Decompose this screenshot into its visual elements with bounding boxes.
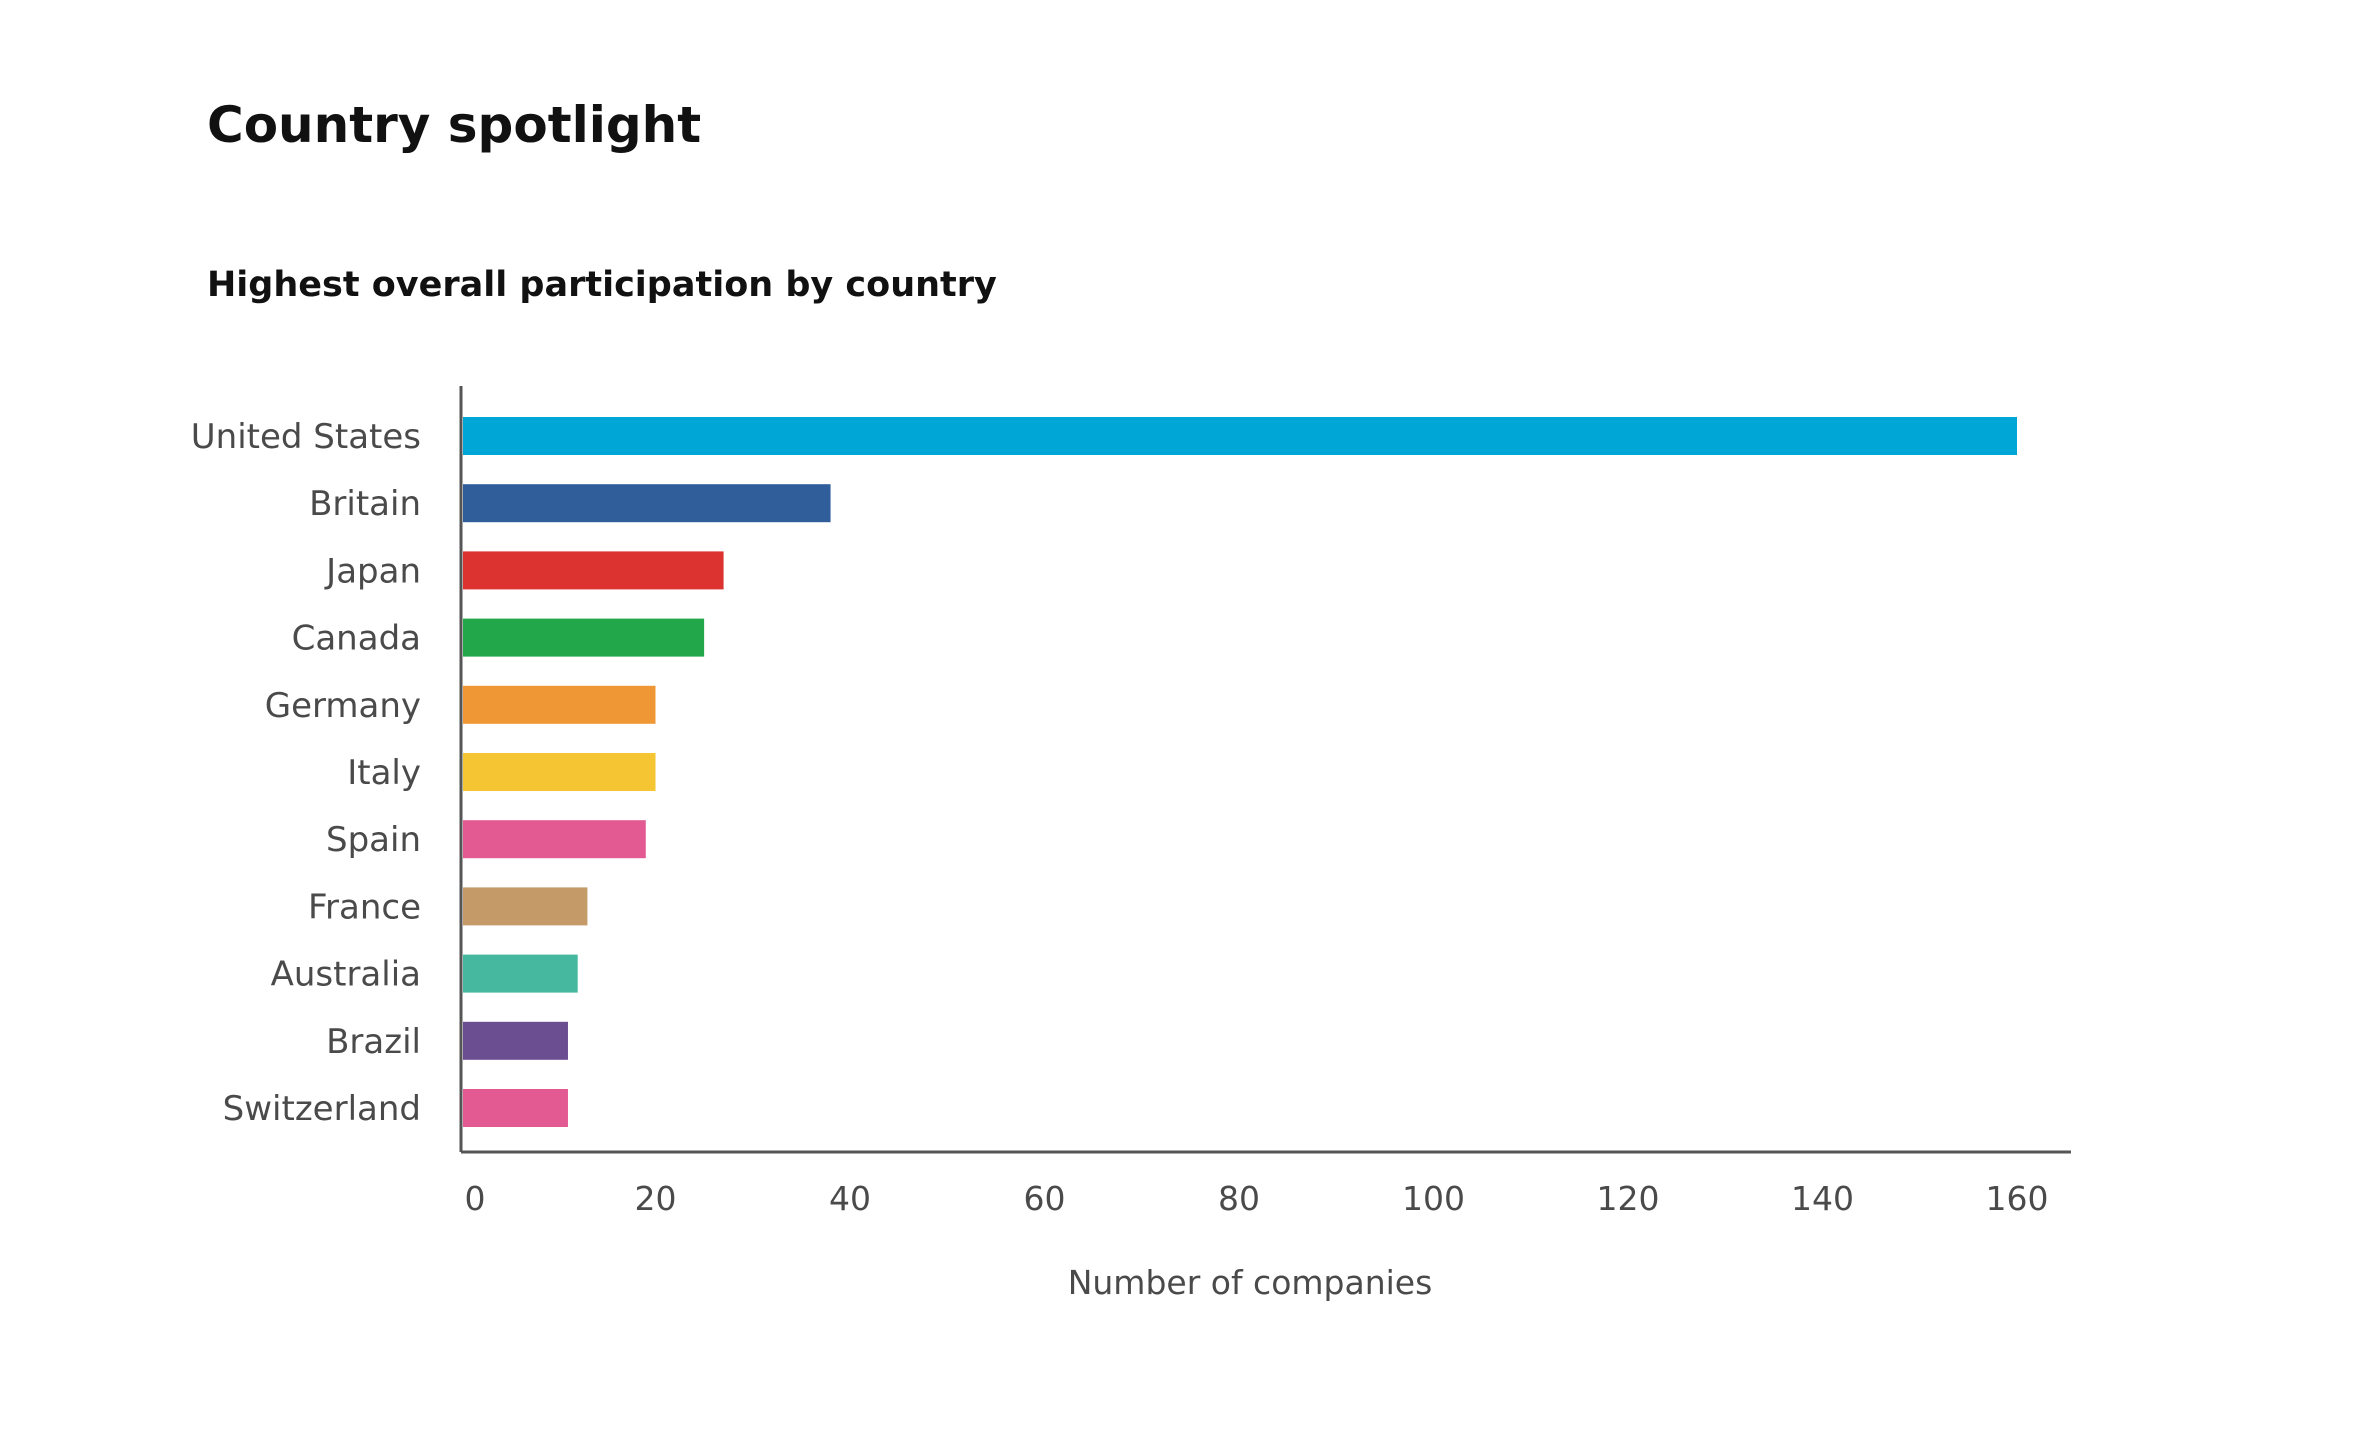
bar-france: [463, 887, 588, 926]
bar-spain: [463, 820, 646, 859]
bar-canada: [463, 618, 705, 657]
x-tick-label-40: 40: [829, 1179, 871, 1218]
x-tick-label-120: 120: [1597, 1179, 1660, 1218]
category-label-switzerland: Switzerland: [223, 1089, 421, 1129]
bar-brazil: [463, 1021, 568, 1060]
category-label-united-states: United States: [191, 417, 421, 457]
category-label-italy: Italy: [347, 753, 421, 793]
x-tick-labels-group: 0 20 40 60 80 100 120 140 160: [465, 1179, 2049, 1218]
bar-germany: [463, 685, 656, 724]
bar-italy: [463, 753, 656, 791]
bar-japan: [463, 551, 724, 590]
category-label-france: France: [308, 887, 421, 927]
x-axis-title: Number of companies: [1068, 1263, 1433, 1302]
bar-britain: [463, 484, 831, 523]
category-label-spain: Spain: [326, 820, 421, 860]
x-tick-label-140: 140: [1791, 1179, 1854, 1218]
category-label-brazil: Brazil: [326, 1022, 421, 1062]
category-label-australia: Australia: [271, 955, 421, 995]
x-tick-label-20: 20: [635, 1179, 677, 1218]
chart-title: Highest overall participation by country: [207, 265, 997, 305]
x-tick-label-0: 0: [465, 1179, 486, 1218]
x-tick-label-100: 100: [1402, 1179, 1465, 1218]
x-tick-label-160: 160: [1986, 1179, 2049, 1218]
category-labels-group: United States Britain Japan Canada Germany It…: [191, 417, 421, 1129]
category-label-japan: Japan: [324, 551, 421, 591]
x-tick-label-80: 80: [1218, 1179, 1260, 1218]
x-tick-label-60: 60: [1024, 1179, 1066, 1218]
category-label-britain: Britain: [309, 484, 421, 524]
bar-united-states: [463, 417, 2017, 455]
category-label-canada: Canada: [292, 619, 421, 659]
bar-australia: [463, 954, 578, 993]
bars-group: [463, 417, 2017, 1127]
bar-switzerland: [463, 1089, 568, 1127]
page-title: Country spotlight: [207, 96, 702, 154]
category-label-germany: Germany: [265, 686, 421, 726]
